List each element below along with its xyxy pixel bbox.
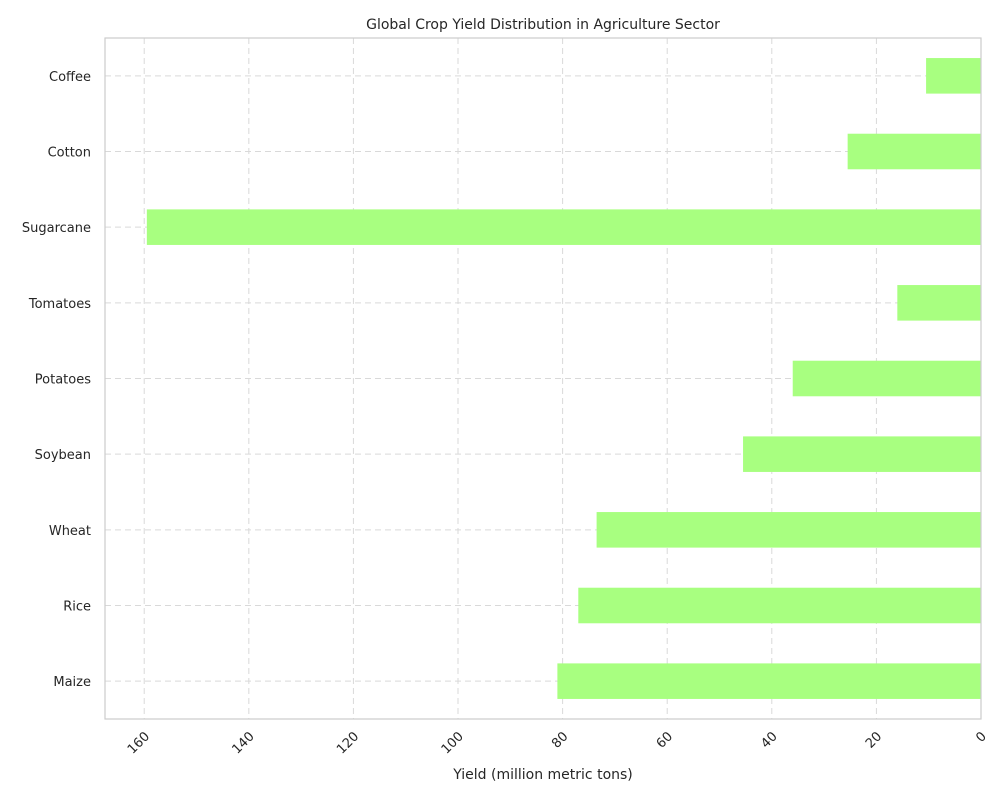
bar-wheat <box>597 512 981 548</box>
y-tick-label: Rice <box>63 600 91 615</box>
x-tick-label: 60 <box>654 729 676 751</box>
y-tick-label: Wheat <box>49 524 91 539</box>
y-tick-labels: Maize Rice Wheat Soybean Potatoes Tomatoes Sug… <box>22 70 91 690</box>
y-tick-label: Cotton <box>48 146 91 161</box>
bar-cotton <box>848 134 981 170</box>
chart-title: Global Crop Yield Distribution in Agricu… <box>366 17 720 33</box>
bar-tomatoes <box>897 285 981 321</box>
x-tick-label: 0 <box>973 729 989 745</box>
y-tick-label: Coffee <box>49 70 91 85</box>
bar-potatoes <box>793 361 981 397</box>
x-tick-label: 100 <box>439 729 467 757</box>
x-axis-label: Yield (million metric tons) <box>452 767 633 783</box>
x-tick-label: 40 <box>758 729 780 751</box>
y-tick-label: Tomatoes <box>28 297 91 312</box>
bar-sugarcane <box>147 209 981 245</box>
y-tick-label: Soybean <box>35 448 91 463</box>
y-tick-label: Maize <box>53 675 91 690</box>
y-tick-label: Sugarcane <box>22 221 91 236</box>
x-tick-label: 140 <box>229 729 257 757</box>
x-tick-label: 160 <box>125 729 153 757</box>
bar-maize <box>557 663 981 699</box>
bar-coffee <box>926 58 981 94</box>
x-tick-labels: 160 140 120 100 80 60 40 20 0 <box>125 729 990 757</box>
x-tick-label: 20 <box>863 729 885 751</box>
bar-soybean <box>743 436 981 472</box>
bar-rice <box>578 588 981 624</box>
bar-layer <box>147 58 981 699</box>
x-tick-label: 120 <box>334 729 362 757</box>
x-tick-label: 80 <box>549 729 571 751</box>
y-tick-label: Potatoes <box>35 373 91 388</box>
